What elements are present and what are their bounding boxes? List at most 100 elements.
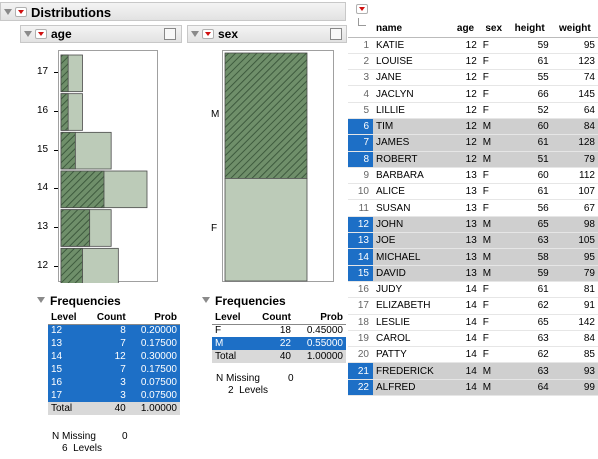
name-cell[interactable]: JANE [373,69,452,87]
weight-cell[interactable]: 85 [551,346,598,364]
age-freq-row-13[interactable]: 13 7 0.17500 [48,337,180,350]
age-options-icon[interactable] [164,28,176,40]
sex-cell[interactable]: F [479,167,508,185]
table-row[interactable]: 10 ALICE 13 F 61 107 [348,183,598,201]
weight-cell[interactable]: 95 [551,248,598,266]
distributions-disclosure-icon[interactable] [4,9,12,15]
weight-cell[interactable]: 67 [551,199,598,217]
height-cell[interactable]: 65 [507,216,552,234]
name-cell[interactable]: BARBARA [373,167,452,185]
height-cell[interactable]: 56 [507,199,552,217]
name-cell[interactable]: PATTY [373,346,452,364]
name-cell[interactable]: ALICE [373,183,452,201]
age-bar-selected-15[interactable] [60,131,76,170]
sex-cell[interactable]: F [479,69,508,87]
row-number[interactable]: 4 [348,85,373,103]
age-cell[interactable]: 14 [451,379,480,397]
age-cell[interactable]: 12 [451,53,480,71]
height-cell[interactable]: 59 [507,265,552,282]
name-cell[interactable]: LILLIE [373,102,452,119]
table-row[interactable]: 9 BARBARA 13 F 60 112 [348,167,598,185]
age-frequencies-disclosure-icon[interactable] [37,297,45,303]
height-cell[interactable]: 62 [507,346,552,364]
sex-frequencies-disclosure-icon[interactable] [202,297,210,303]
height-cell[interactable]: 63 [507,330,552,348]
weight-cell[interactable]: 99 [551,379,598,397]
age-menu-button[interactable] [35,29,47,39]
table-row[interactable]: 1 KATIE 12 F 59 95 [348,37,598,54]
age-cell[interactable]: 12 [451,102,480,119]
height-cell[interactable]: 64 [507,379,552,397]
name-cell[interactable]: MICHAEL [373,248,452,266]
name-cell[interactable]: LOUISE [373,53,452,71]
name-cell[interactable]: TIM [373,118,452,136]
height-cell[interactable]: 61 [507,53,552,71]
height-cell[interactable]: 51 [507,151,552,168]
name-cell[interactable]: JOHN [373,216,452,234]
weight-cell[interactable]: 142 [551,314,598,331]
sex-cell[interactable]: M [479,151,508,168]
row-number[interactable]: 15 [348,265,373,282]
sex-menu-button[interactable] [202,29,214,39]
age-cell[interactable]: 13 [451,216,480,234]
table-row[interactable]: 20 PATTY 14 F 62 85 [348,346,598,364]
table-row[interactable]: 14 MICHAEL 13 M 58 95 [348,248,598,266]
table-row[interactable]: 22 ALFRED 14 M 64 99 [348,379,598,397]
age-cell[interactable]: 14 [451,330,480,348]
weight-cell[interactable]: 74 [551,69,598,87]
row-number[interactable]: 13 [348,232,373,250]
table-row[interactable]: 18 LESLIE 14 F 65 142 [348,314,598,331]
height-cell[interactable]: 55 [507,69,552,87]
row-number[interactable]: 9 [348,167,373,185]
age-bar-selected-16[interactable] [60,93,69,131]
weight-cell[interactable]: 128 [551,134,598,152]
table-row[interactable]: 6 TIM 12 M 60 84 [348,118,598,136]
table-row[interactable]: 8 ROBERT 12 M 51 79 [348,151,598,168]
table-row[interactable]: 12 JOHN 13 M 65 98 [348,216,598,234]
age-bar-selected-14[interactable] [60,170,105,209]
height-cell[interactable]: 58 [507,248,552,266]
sex-freq-row-M[interactable]: M 22 0.55000 [212,337,346,350]
row-number[interactable]: 8 [348,151,373,168]
row-number[interactable]: 22 [348,379,373,397]
row-number[interactable]: 6 [348,118,373,136]
height-cell[interactable]: 61 [507,134,552,152]
table-row[interactable]: 21 FREDERICK 14 M 63 93 [348,362,598,380]
table-row[interactable]: 3 JANE 12 F 55 74 [348,69,598,87]
age-cell[interactable]: 13 [451,248,480,266]
weight-cell[interactable]: 105 [551,232,598,250]
sex-bar-F[interactable] [224,178,308,282]
age-cell[interactable]: 12 [451,151,480,168]
table-row[interactable]: 19 CAROL 14 F 63 84 [348,330,598,348]
sex-cell[interactable]: F [479,102,508,119]
row-number[interactable]: 10 [348,183,373,201]
age-cell[interactable]: 13 [451,183,480,201]
height-cell[interactable]: 66 [507,85,552,103]
sex-cell[interactable]: M [479,379,508,397]
row-number[interactable]: 12 [348,216,373,234]
sex-cell[interactable]: F [479,37,508,54]
weight-cell[interactable]: 93 [551,362,598,380]
height-cell[interactable]: 62 [507,297,552,315]
name-cell[interactable]: ALFRED [373,379,452,397]
sex-cell[interactable]: M [479,216,508,234]
sex-cell[interactable]: F [479,183,508,201]
age-bar-selected-12[interactable] [60,247,83,283]
row-number[interactable]: 1 [348,37,373,54]
age-freq-row-12[interactable]: 12 8 0.20000 [48,324,180,337]
weight-cell[interactable]: 84 [551,118,598,136]
height-cell[interactable]: 63 [507,362,552,380]
table-row[interactable]: 5 LILLIE 12 F 52 64 [348,102,598,119]
table-row[interactable]: 7 JAMES 12 M 61 128 [348,134,598,152]
age-bar-selected-17[interactable] [60,54,69,93]
table-row[interactable]: 4 JACLYN 12 F 66 145 [348,85,598,103]
age-freq-row-14[interactable]: 14 12 0.30000 [48,350,180,363]
age-freq-row-17[interactable]: 17 3 0.07500 [48,389,180,402]
column-header-age[interactable]: age [451,0,480,38]
column-header-name[interactable]: name [373,0,452,38]
sex-cell[interactable]: F [479,199,508,217]
table-row[interactable]: 15 DAVID 13 M 59 79 [348,265,598,282]
name-cell[interactable]: DAVID [373,265,452,282]
age-bar-selected-13[interactable] [60,209,91,247]
column-header-height[interactable]: height [507,0,552,38]
